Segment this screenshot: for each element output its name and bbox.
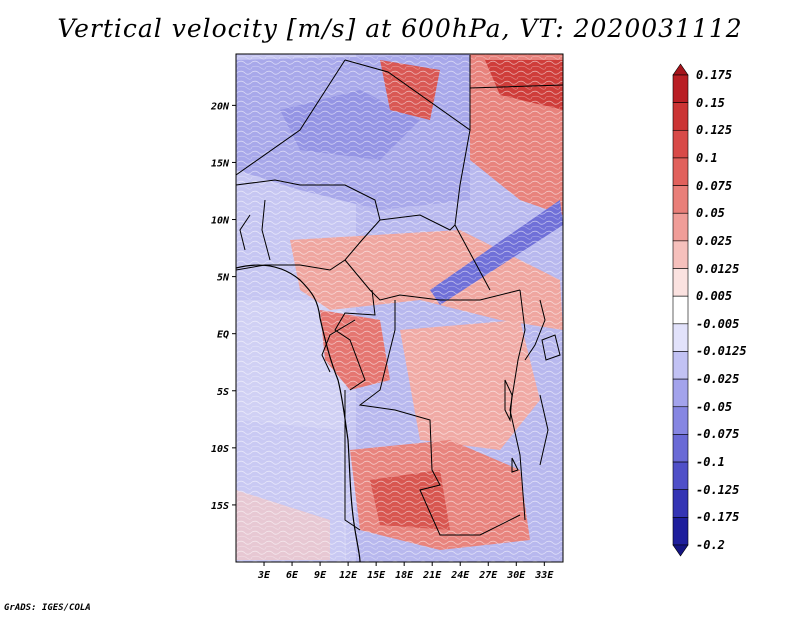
- colorbar-swatch: [672, 489, 689, 518]
- colorbar-swatch: [672, 185, 689, 214]
- colorbar-level-label: 0.125: [696, 123, 733, 138]
- lakes: [504, 334, 561, 473]
- colorbar-level-label: 0.05: [696, 206, 725, 221]
- colorbar-swatch: [672, 544, 689, 557]
- colorbar-level-label: -0.0125: [696, 344, 747, 359]
- colorbar-level-label: 0.1: [696, 150, 718, 165]
- colorbar-level-label: 0.0125: [696, 261, 740, 276]
- lat-tick-label: 15S: [211, 501, 229, 512]
- plot-title: Vertical velocity [m/s] at 600hPa, VT: 2…: [57, 14, 743, 43]
- grads-credit: GrADS: IGES/COLA: [4, 603, 91, 613]
- colorbar-level-label: 0.175: [696, 68, 733, 82]
- country-borders: [236, 55, 563, 536]
- lon-tick-label: 9E: [314, 570, 327, 581]
- colorbar-swatch: [672, 517, 689, 546]
- colorbar-level-label: -0.1: [696, 455, 725, 470]
- lat-tick-label: EQ: [217, 330, 229, 341]
- colorbar-level-label: 0.075: [696, 178, 733, 193]
- colorbar-swatch: [672, 323, 689, 352]
- lat-tick-label: 5S: [217, 387, 229, 398]
- colorbar-level-label: -0.025: [696, 372, 740, 387]
- colorbar-level-label: -0.2: [696, 538, 725, 552]
- map-frame: [235, 53, 564, 563]
- colorbar-swatch: [672, 74, 689, 103]
- colorbar-swatch: [672, 461, 689, 491]
- colorbar-swatch: [672, 129, 689, 159]
- colorbar-swatch: [672, 212, 689, 242]
- lat-tick-label: 10S: [211, 444, 229, 455]
- colorbar-swatch: [672, 240, 689, 269]
- colorbar-swatch: [672, 102, 689, 131]
- colorbar-swatch: [672, 157, 689, 186]
- lon-tick-label: 21E: [422, 570, 442, 581]
- colorbar-swatch: [672, 351, 689, 380]
- colorbar-level-label: -0.075: [696, 427, 740, 442]
- lon-tick-label: 18E: [395, 570, 414, 581]
- lon-tick-label: 33E: [534, 570, 554, 581]
- lon-tick-label: 3E: [257, 570, 271, 581]
- lon-tick-label: 30E: [506, 570, 526, 581]
- colorbar-level-label: -0.175: [696, 510, 740, 525]
- colorbar-level-label: 0.15: [696, 95, 725, 110]
- colorbar-swatch: [672, 63, 689, 76]
- lon-tick-label: 15E: [367, 570, 386, 581]
- colorbar-level-label: 0.025: [696, 233, 733, 248]
- colorbar-level-label: -0.125: [696, 482, 740, 497]
- colorbar: [672, 63, 689, 557]
- lon-tick-label: 24E: [450, 570, 470, 581]
- lat-tick-label: 10N: [211, 216, 230, 227]
- colorbar-swatch: [672, 434, 689, 463]
- velocity-field: [236, 54, 563, 562]
- colorbar-level-label: -0.05: [696, 399, 733, 414]
- lon-tick-label: 27E: [478, 570, 498, 581]
- lat-tick-label: 20N: [210, 101, 230, 112]
- colorbar-level-label: -0.005: [696, 316, 740, 331]
- colorbar-swatch: [672, 378, 689, 408]
- lat-tick-label: 5N: [217, 273, 230, 284]
- colorbar-swatch: [672, 268, 689, 297]
- lat-tick-label: 15N: [211, 158, 230, 169]
- colorbar-swatch: [672, 295, 689, 325]
- axis-ticks: 20N 15N 10N 5N EQ 5S 10S 15S 3E 6E 9E 12E 15E 18E 21E 2…: [210, 101, 554, 581]
- lon-tick-label: 12E: [339, 570, 358, 581]
- coastline: [236, 264, 361, 562]
- colorbar-swatch: [672, 406, 689, 435]
- colorbar-level-label: 0.005: [696, 289, 733, 304]
- lon-tick-label: 6E: [286, 570, 299, 581]
